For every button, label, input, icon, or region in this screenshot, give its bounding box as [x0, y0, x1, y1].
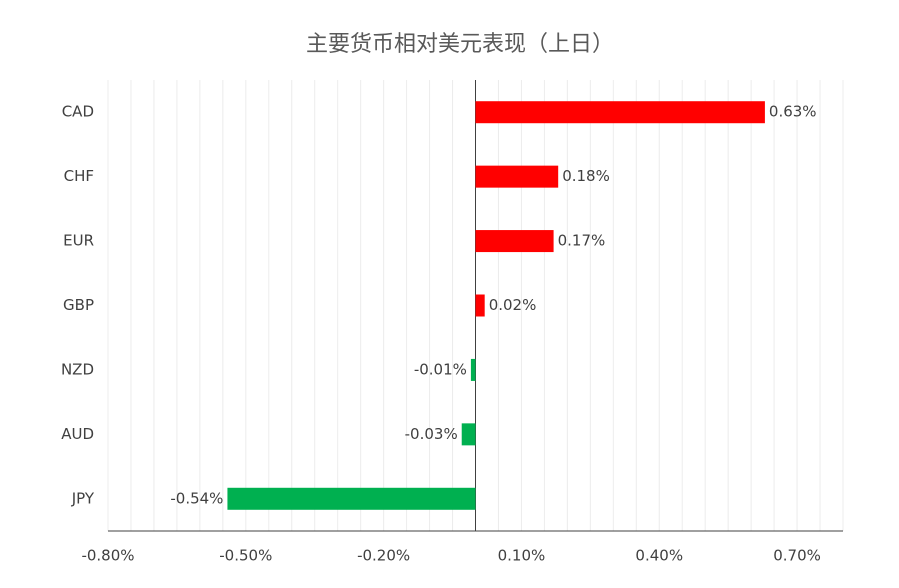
y-tick-label: CAD	[62, 103, 94, 121]
bar	[227, 487, 476, 510]
y-tick-label: JPY	[71, 489, 95, 507]
y-tick-label: EUR	[63, 232, 94, 250]
x-tick-label: -0.50%	[219, 547, 272, 565]
value-label: 0.17%	[558, 232, 606, 250]
bar	[475, 230, 554, 253]
chart-title: 主要货币相对美元表现（上日）	[306, 32, 614, 57]
value-label: 0.18%	[562, 167, 610, 185]
bar	[475, 294, 485, 317]
y-tick-label: AUD	[61, 425, 94, 443]
value-label: -0.01%	[414, 360, 467, 378]
value-label: -0.03%	[405, 425, 458, 443]
bar	[470, 358, 476, 381]
value-label: -0.54%	[170, 489, 223, 507]
y-tick-label: CHF	[64, 167, 94, 185]
value-label: 0.02%	[489, 296, 537, 314]
x-tick-label: -0.20%	[357, 547, 410, 565]
x-tick-label: 0.40%	[635, 547, 683, 565]
bar	[475, 165, 559, 188]
x-tick-label: 0.70%	[773, 547, 821, 565]
y-tick-label: GBP	[63, 296, 94, 314]
bar	[461, 423, 476, 446]
x-tick-label: -0.80%	[81, 547, 134, 565]
y-tick-label: NZD	[61, 360, 94, 378]
x-tick-label: 0.10%	[498, 547, 546, 565]
value-label: 0.63%	[769, 103, 817, 121]
bar	[475, 101, 765, 124]
